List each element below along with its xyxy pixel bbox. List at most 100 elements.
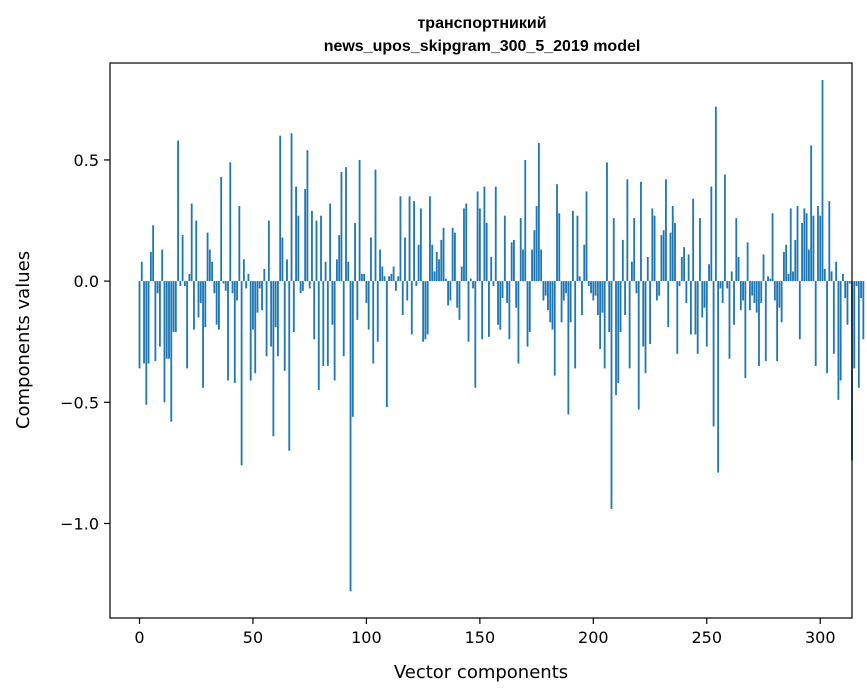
bar	[492, 281, 495, 286]
bar	[435, 252, 438, 282]
bar	[140, 261, 143, 282]
bar	[331, 281, 334, 325]
bar	[206, 232, 209, 282]
bar	[512, 239, 515, 282]
bar	[170, 281, 173, 422]
bar	[481, 281, 484, 340]
bar	[422, 281, 425, 342]
bar	[744, 281, 747, 379]
bar	[544, 281, 547, 296]
bar	[771, 213, 774, 282]
bar	[252, 281, 254, 330]
bar	[803, 208, 806, 282]
bar	[292, 281, 295, 333]
bar	[506, 281, 509, 303]
bar	[279, 135, 282, 282]
bar	[665, 179, 667, 282]
bar	[372, 281, 375, 364]
bar	[354, 222, 356, 282]
bar	[345, 167, 347, 282]
bar	[383, 276, 386, 282]
bar	[537, 142, 540, 282]
bar	[242, 259, 245, 282]
bar	[767, 276, 769, 282]
x-tick-label: 300	[805, 628, 836, 647]
bar	[689, 281, 692, 335]
chart-title: транспортникий news_upos_skipgram_300_5_…	[324, 15, 641, 55]
bar	[567, 281, 570, 415]
bar	[449, 281, 452, 301]
bar	[283, 281, 286, 371]
bar	[376, 281, 379, 342]
bar	[317, 281, 320, 391]
bar	[640, 181, 642, 282]
bar	[433, 271, 436, 282]
y-axis-label: Components values	[13, 251, 34, 429]
bar	[274, 281, 277, 328]
bar	[263, 269, 266, 282]
bar	[515, 281, 518, 308]
bar	[342, 281, 345, 357]
y-axis-ticks: −1.0 −0.5 0.0 0.5	[60, 151, 110, 533]
y-tick-label: −0.5	[60, 393, 99, 412]
bar	[621, 239, 624, 282]
bar	[415, 281, 418, 286]
bar	[338, 235, 341, 282]
bar	[193, 281, 195, 330]
bar	[794, 239, 797, 282]
bar	[762, 254, 765, 282]
x-axis-label: Vector components	[394, 662, 568, 683]
bar	[810, 145, 813, 282]
bar	[413, 201, 415, 282]
plot-frame	[109, 62, 853, 619]
bar	[503, 215, 506, 282]
bar	[773, 281, 776, 301]
bar	[628, 281, 631, 369]
bar	[842, 273, 844, 282]
bar	[488, 281, 490, 337]
bar	[860, 281, 862, 299]
bar	[456, 281, 459, 308]
bar	[683, 247, 685, 282]
bar	[669, 232, 672, 282]
bar	[233, 281, 236, 383]
bar	[183, 281, 186, 286]
bar	[329, 203, 332, 282]
bar	[306, 150, 309, 282]
bar	[281, 237, 284, 282]
bar	[304, 189, 307, 282]
bar	[454, 232, 456, 282]
bar	[406, 281, 409, 301]
bar	[254, 281, 257, 374]
bar	[619, 281, 622, 333]
bar	[674, 222, 676, 282]
bar	[460, 266, 463, 282]
bar	[256, 281, 259, 313]
bar	[637, 281, 640, 410]
bar	[408, 196, 411, 282]
bar	[596, 281, 599, 316]
bar	[215, 281, 218, 325]
bar	[429, 196, 431, 282]
x-tick-label: 0	[134, 628, 144, 647]
bar	[680, 256, 683, 282]
bar	[714, 106, 717, 282]
bar	[224, 281, 227, 291]
bar	[655, 281, 658, 301]
bar	[360, 273, 363, 282]
bar	[608, 281, 611, 333]
bar	[308, 281, 311, 289]
bar	[574, 281, 577, 369]
chart-title-line-1: транспортникий	[417, 15, 546, 32]
bar	[721, 281, 724, 303]
bar	[617, 281, 620, 383]
bar	[227, 281, 229, 381]
bar	[726, 281, 729, 289]
bar	[560, 281, 563, 323]
bar	[789, 208, 792, 282]
bar	[163, 281, 166, 403]
y-tick-label: 0.0	[74, 272, 99, 291]
bar	[776, 281, 779, 362]
bar	[438, 259, 440, 282]
